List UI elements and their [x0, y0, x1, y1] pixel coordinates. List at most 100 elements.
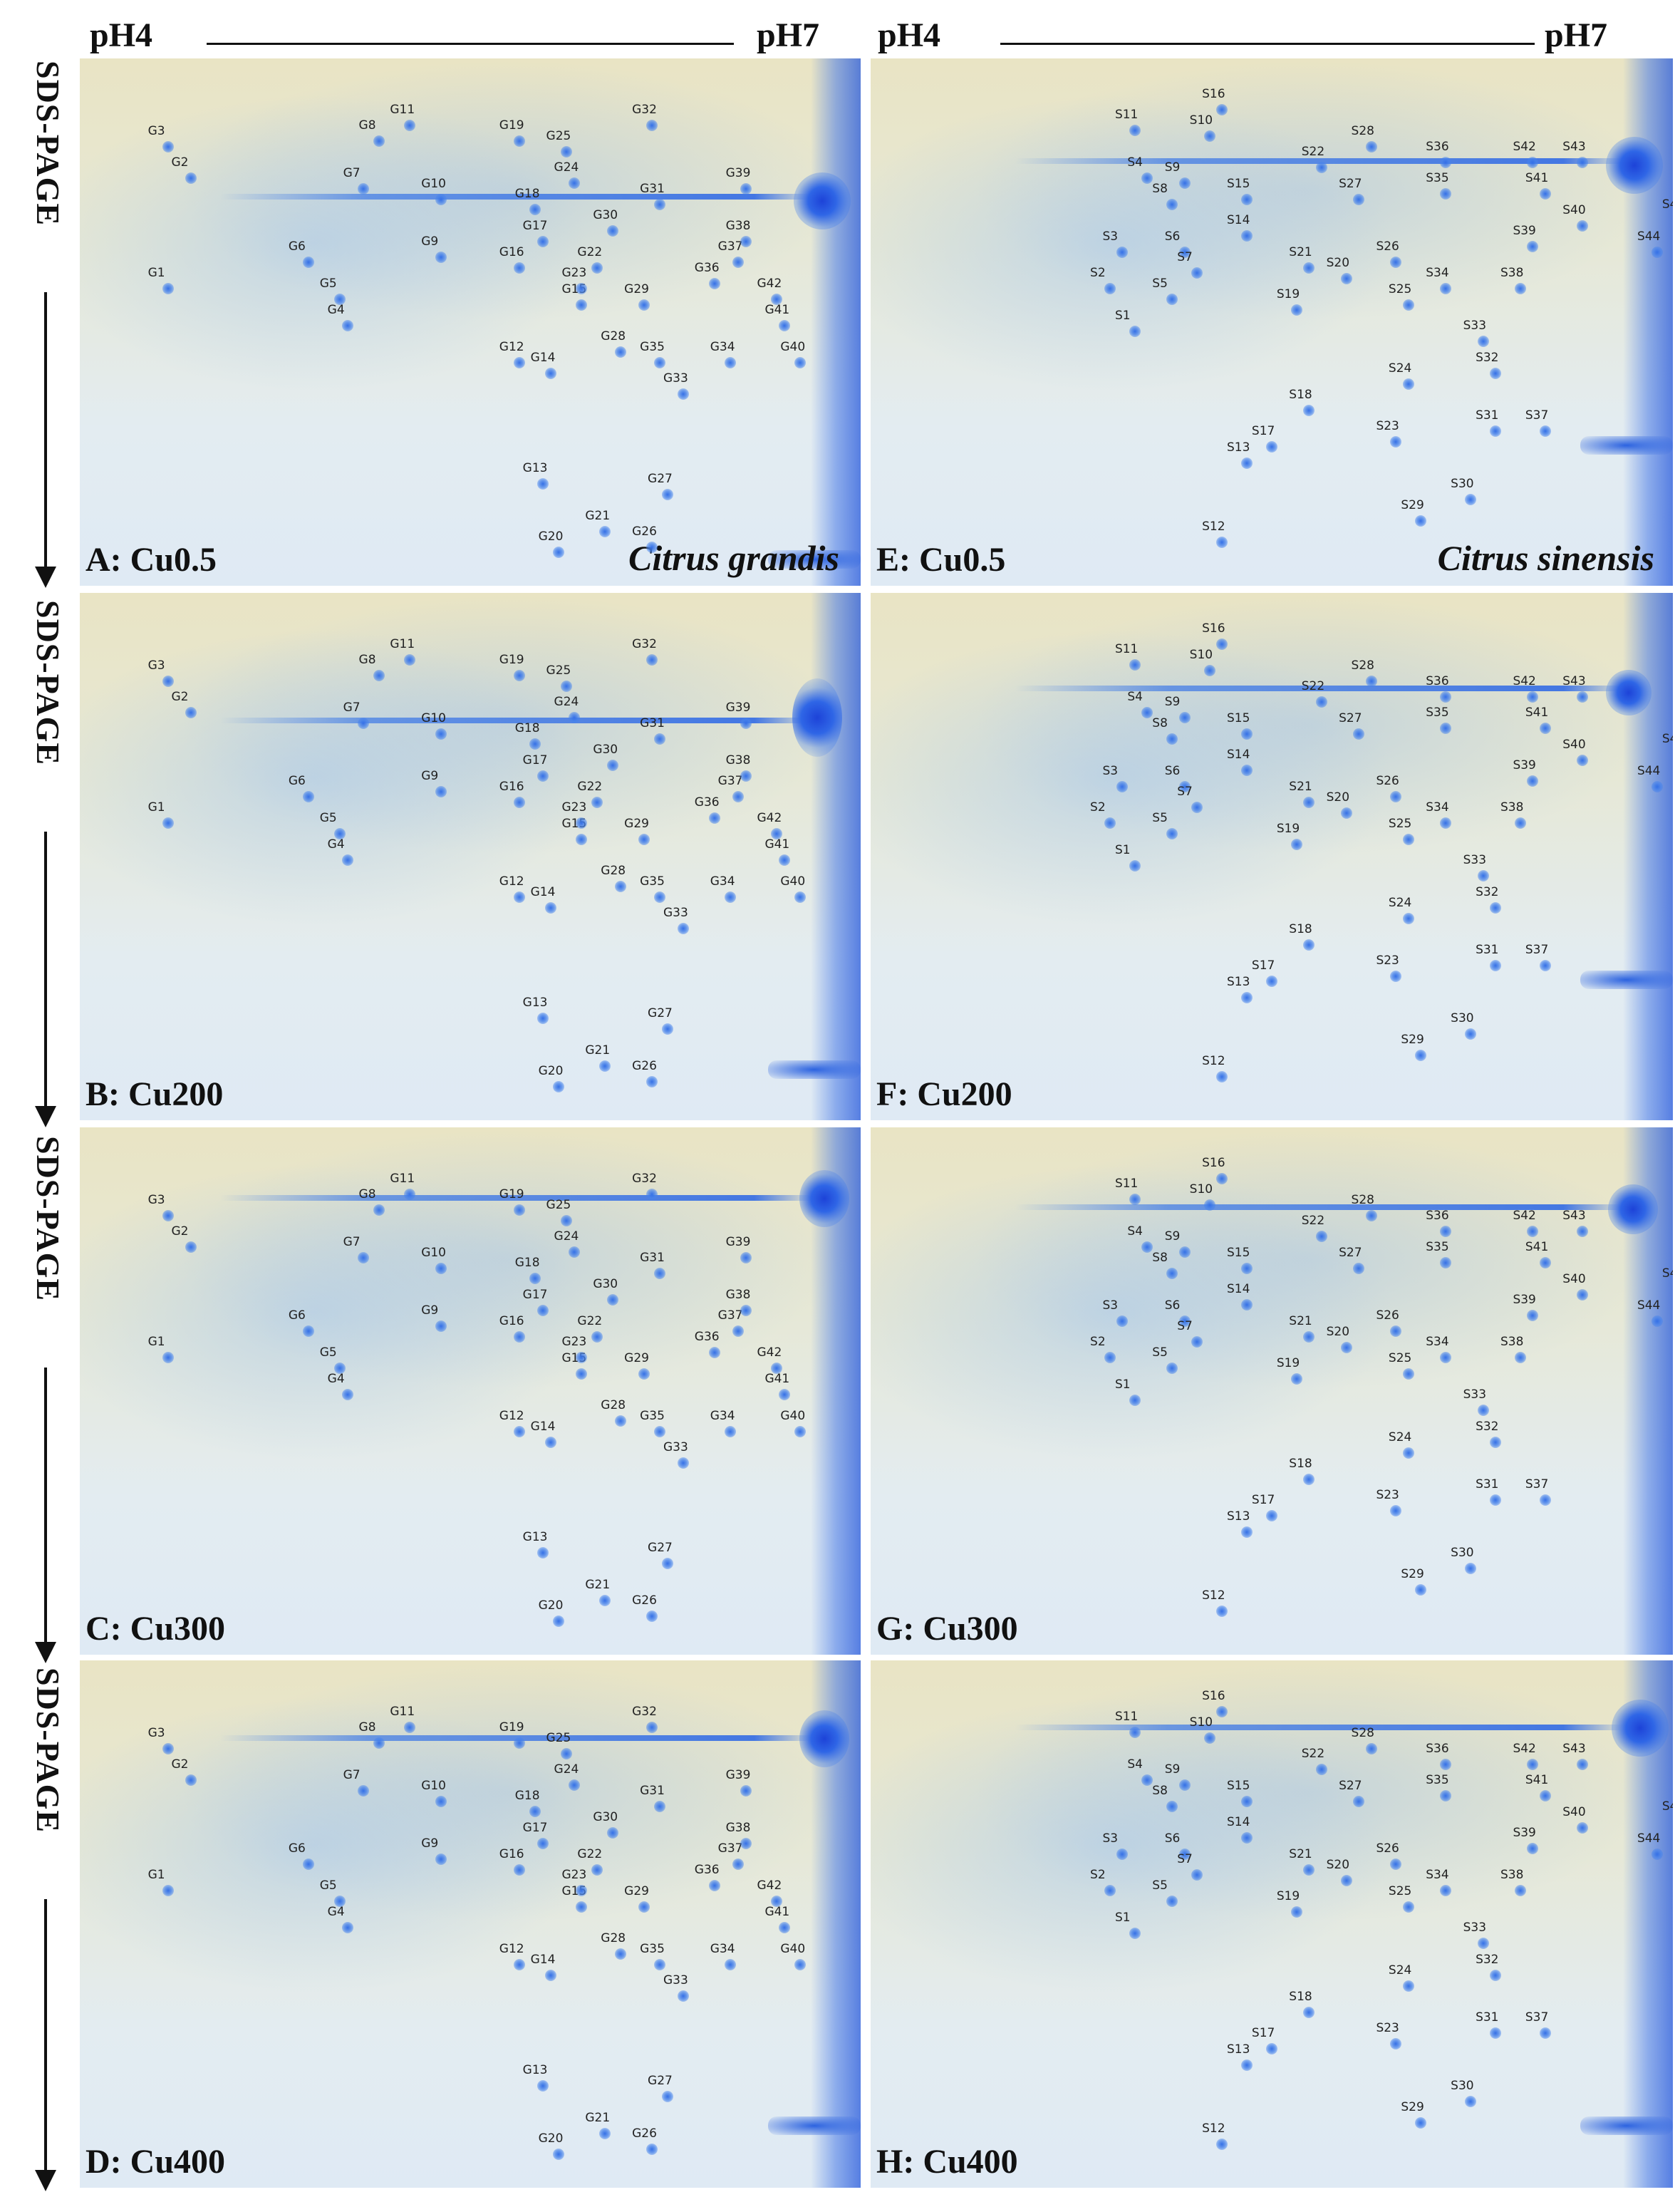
protein-spot: [435, 252, 447, 263]
spot-label: G30: [593, 208, 618, 222]
spot-label: S8: [1152, 716, 1168, 730]
protein-spot: [1303, 1863, 1315, 1876]
protein-spot: [662, 489, 674, 500]
spot-label: S5: [1152, 276, 1168, 291]
spot-label: S40: [1562, 737, 1586, 752]
spot-label: G42: [757, 276, 782, 291]
protein-spot: [1514, 1885, 1526, 1897]
spot-label: S20: [1326, 1857, 1350, 1872]
protein-spot: [1365, 140, 1377, 153]
protein-spot: [435, 1262, 447, 1274]
protein-spot: [302, 791, 314, 803]
spot-label: G34: [710, 1409, 735, 1423]
protein-spot: [333, 828, 346, 840]
spot-label: G10: [421, 1778, 446, 1793]
protein-spot: [646, 1189, 658, 1200]
protein-spot: [1577, 1288, 1589, 1301]
protein-spot: [1527, 1843, 1539, 1855]
protein-spot: [591, 1330, 603, 1343]
spot-label: G32: [632, 637, 657, 651]
spot-label: S24: [1388, 361, 1412, 376]
spot-label: G27: [648, 1006, 673, 1020]
spot-label: S42: [1513, 139, 1536, 154]
gel-panel-a: A: Cu0.5 Citrus grandis G1 G2 G3 G4 G5 G6 G7 G8…: [80, 58, 861, 586]
spot-label: S8: [1152, 1784, 1168, 1798]
spot-label: S24: [1388, 895, 1412, 910]
sds-axis-4: SDS-PAGE: [24, 1668, 67, 2195]
protein-spot: [1104, 1352, 1116, 1364]
protein-spot: [162, 1885, 174, 1897]
spot-label: G23: [561, 1335, 587, 1350]
protein-spot: [740, 717, 752, 729]
spot-label: S12: [1202, 1588, 1225, 1603]
protein-spot: [302, 1859, 314, 1871]
spot-label: S26: [1376, 774, 1399, 789]
spot-label: S13: [1227, 1509, 1250, 1524]
protein-spot: [1539, 2027, 1551, 2040]
protein-spot: [544, 1436, 556, 1448]
spot-label: S13: [1227, 974, 1250, 989]
spot-label: S41: [1525, 1773, 1549, 1788]
protein-spot: [1390, 436, 1402, 448]
spot-label: S19: [1276, 1356, 1300, 1370]
protein-spot: [576, 283, 588, 295]
protein-spot: [1241, 765, 1253, 777]
spot-label: G30: [593, 1277, 618, 1291]
spot-label: G11: [390, 1172, 415, 1186]
protein-spot: [552, 2149, 564, 2161]
protein-spot: [1440, 1790, 1452, 1802]
protein-spot: [1166, 1801, 1178, 1812]
spot-label: S3: [1102, 1831, 1119, 1846]
spot-label: S11: [1114, 1177, 1139, 1191]
protein-spot: [1539, 425, 1551, 438]
protein-spot: [708, 812, 720, 824]
spot-label: S16: [1202, 1155, 1225, 1170]
protein-spot: [513, 1863, 525, 1876]
protein-spot: [1539, 723, 1551, 735]
spot-label: S29: [1401, 1033, 1424, 1047]
panel-label: G: Cu300: [876, 1610, 1018, 1648]
spot-label: S26: [1376, 1841, 1399, 1856]
protein-spot: [1390, 257, 1402, 269]
spot-label: G19: [499, 653, 524, 668]
protein-spot: [162, 817, 174, 829]
spot-label: G2: [171, 1757, 189, 1772]
protein-spot: [404, 120, 416, 131]
protein-spot: [373, 1737, 385, 1749]
protein-spot: [1166, 1896, 1178, 1908]
spot-label: G12: [499, 340, 524, 354]
protein-spot: [779, 320, 791, 332]
protein-spot: [1241, 1299, 1253, 1311]
spot-label: S2: [1090, 1335, 1106, 1350]
protein-spot: [779, 1389, 791, 1401]
spot-label: S29: [1401, 2100, 1424, 2114]
panel-label: F: Cu200: [876, 1075, 1012, 1113]
spot-label: S17: [1251, 958, 1275, 973]
spot-label: G29: [624, 816, 649, 831]
spot-label: S5: [1152, 1345, 1168, 1360]
protein-spot: [435, 1795, 447, 1807]
spot-label: G24: [554, 1762, 579, 1777]
spot-label: S12: [1202, 519, 1225, 534]
spot-label: G17: [522, 753, 548, 767]
spot-label: S44: [1637, 1298, 1661, 1313]
spot-label: S40: [1562, 1804, 1586, 1819]
protein-spot: [1539, 1790, 1551, 1802]
protein-spot: [1265, 976, 1277, 988]
spot-label: S6: [1164, 1298, 1181, 1313]
spot-label: S14: [1227, 1282, 1250, 1297]
spot-label: G37: [717, 1841, 743, 1856]
spot-label: S32: [1476, 350, 1499, 365]
protein-spot: [529, 204, 541, 216]
protein-spot: [1116, 246, 1129, 258]
protein-spot: [1415, 1050, 1427, 1061]
spot-label: G24: [554, 695, 579, 710]
protein-spot: [1129, 659, 1141, 671]
protein-spot: [1116, 1848, 1129, 1860]
protein-spot: [568, 177, 580, 190]
protein-spot: [1490, 1969, 1502, 1981]
protein-spot: [1290, 304, 1302, 316]
protein-spot: [576, 1352, 588, 1364]
protein-spot: [1241, 991, 1253, 1003]
protein-spot: [162, 1209, 174, 1221]
